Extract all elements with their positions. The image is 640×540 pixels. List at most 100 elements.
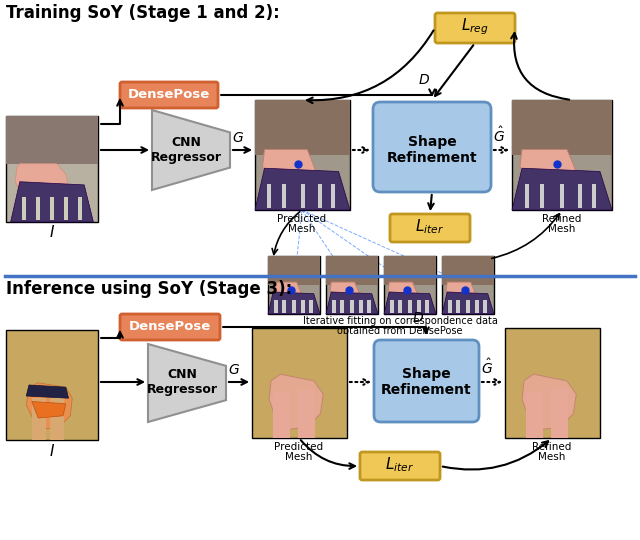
Text: $L_{iter}$: $L_{iter}$	[385, 456, 415, 474]
Bar	[6, 330, 98, 440]
Bar	[367, 300, 371, 313]
Polygon shape	[11, 182, 93, 222]
Text: $I$: $I$	[49, 224, 55, 240]
Polygon shape	[446, 282, 477, 309]
FancyBboxPatch shape	[435, 13, 515, 43]
Bar	[6, 116, 98, 164]
Text: Mesh: Mesh	[538, 452, 566, 462]
Bar	[252, 328, 347, 438]
Bar	[408, 300, 412, 313]
Bar	[273, 392, 290, 438]
Bar	[32, 398, 45, 440]
Polygon shape	[148, 344, 226, 422]
Polygon shape	[442, 292, 494, 314]
Bar	[268, 256, 320, 285]
Text: Shape: Shape	[408, 135, 456, 149]
Bar	[578, 184, 582, 208]
Bar	[298, 388, 315, 438]
Polygon shape	[255, 168, 350, 210]
Text: CNN: CNN	[172, 136, 201, 148]
Bar	[350, 300, 354, 313]
Bar	[448, 300, 452, 313]
Bar	[360, 300, 364, 313]
Text: Mesh: Mesh	[548, 224, 576, 234]
Bar	[332, 300, 336, 313]
Polygon shape	[388, 282, 419, 309]
Bar	[301, 300, 305, 313]
Text: Predicted: Predicted	[277, 214, 326, 224]
Text: Mesh: Mesh	[288, 224, 316, 234]
Polygon shape	[152, 110, 230, 190]
Bar	[512, 100, 612, 155]
Bar	[22, 197, 26, 220]
Text: Shape: Shape	[402, 367, 451, 381]
Text: Refinement: Refinement	[387, 151, 477, 165]
FancyBboxPatch shape	[120, 314, 220, 340]
Text: Refined: Refined	[532, 442, 572, 452]
Text: $D$: $D$	[412, 311, 424, 325]
Bar	[274, 300, 278, 313]
Text: $L_{reg}$: $L_{reg}$	[461, 17, 489, 37]
Bar	[476, 300, 479, 313]
Text: Mesh: Mesh	[285, 452, 313, 462]
Polygon shape	[268, 292, 320, 314]
Text: Refined: Refined	[542, 214, 582, 224]
Bar	[526, 392, 543, 438]
Text: Inference using SoY (Stage 3):: Inference using SoY (Stage 3):	[6, 280, 292, 298]
Bar	[255, 100, 350, 210]
Text: $I$: $I$	[49, 443, 55, 459]
Bar	[442, 256, 494, 285]
Bar	[456, 300, 460, 313]
Bar	[592, 184, 596, 208]
Bar	[268, 256, 320, 314]
FancyBboxPatch shape	[374, 340, 479, 422]
FancyBboxPatch shape	[373, 102, 491, 192]
Bar	[390, 300, 394, 313]
Bar	[384, 256, 436, 314]
Bar	[326, 256, 378, 314]
Polygon shape	[32, 402, 66, 418]
Text: $L_{iter}$: $L_{iter}$	[415, 218, 445, 237]
Bar	[50, 396, 64, 440]
Bar	[77, 197, 82, 220]
Text: Regressor: Regressor	[151, 152, 222, 165]
Polygon shape	[15, 164, 70, 211]
Bar	[540, 184, 544, 208]
Bar	[417, 300, 421, 313]
Text: Refinement: Refinement	[381, 383, 471, 397]
Text: $\hat{G}$: $\hat{G}$	[493, 126, 505, 145]
Bar	[292, 300, 296, 313]
Bar	[442, 256, 494, 314]
Bar	[425, 300, 429, 313]
Bar	[560, 184, 564, 208]
Bar	[483, 300, 486, 313]
Polygon shape	[512, 168, 612, 210]
Polygon shape	[326, 292, 378, 314]
Bar	[340, 300, 344, 313]
Text: obtained from DensePose: obtained from DensePose	[337, 326, 463, 336]
Polygon shape	[520, 150, 580, 201]
Bar	[505, 328, 600, 438]
FancyBboxPatch shape	[120, 82, 218, 108]
Polygon shape	[26, 385, 68, 398]
Bar	[64, 197, 68, 220]
Text: Regressor: Regressor	[147, 383, 218, 396]
Bar	[36, 197, 40, 220]
Text: $G$: $G$	[228, 363, 240, 377]
Polygon shape	[522, 374, 576, 429]
Bar	[466, 300, 470, 313]
Bar	[50, 197, 54, 220]
Bar	[317, 184, 322, 208]
Bar	[525, 184, 529, 208]
Bar	[282, 300, 285, 313]
Polygon shape	[262, 150, 319, 201]
Bar	[308, 300, 312, 313]
FancyBboxPatch shape	[390, 214, 470, 242]
Text: CNN: CNN	[168, 368, 197, 381]
Bar	[550, 388, 568, 438]
Text: $G$: $G$	[232, 131, 244, 145]
Polygon shape	[269, 374, 323, 429]
Bar	[331, 184, 335, 208]
Text: $D$: $D$	[418, 73, 430, 87]
Polygon shape	[272, 282, 303, 309]
